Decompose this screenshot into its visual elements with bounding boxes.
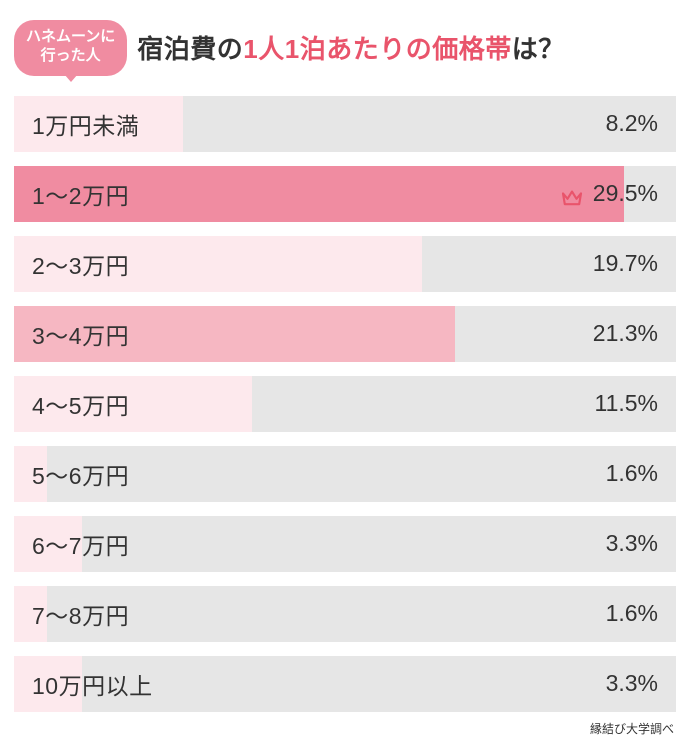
bar-row: 5～6万円 1.6% [14,446,676,502]
row-label: 5～6万円 [14,457,129,491]
chart-header: ハネムーンに 行った人 宿泊費の1人1泊あたりの価格帯は？ [14,20,676,76]
source-credit: 縁結び大学調べ [14,720,676,737]
row-label: 3～4万円 [14,317,129,351]
row-value: 3.3% [606,670,676,697]
row-value: 21.3% [593,320,676,347]
row-value: 3.3% [606,530,676,557]
row-label: 6～7万円 [14,527,129,561]
row-value: 29.5% [561,180,676,207]
row-value: 19.7% [593,250,676,277]
badge-line1: ハネムーンに [26,28,115,45]
chart-title: 宿泊費の1人1泊あたりの価格帯は？ [137,29,564,66]
bar-rows: 1万円未満 8.2% 1～2万円 29.5% 2～3万円 19.7% 3～4万円 21.3% 4… [14,96,676,712]
title-highlight: 1人1泊あたりの価格帯 [243,34,511,64]
row-value-text: 1.6% [606,600,658,627]
audience-badge: ハネムーンに 行った人 [14,20,127,76]
row-value-text: 21.3% [593,320,658,347]
row-value-text: 19.7% [593,250,658,277]
bar-row: 6～7万円 3.3% [14,516,676,572]
row-label: 10万円以上 [14,667,153,701]
row-value: 1.6% [606,460,676,487]
title-prefix: 宿泊費の [137,34,243,64]
row-label: 7～8万円 [14,597,129,631]
crown-icon [561,185,583,203]
bar-row: 7～8万円 1.6% [14,586,676,642]
bar-row: 2～3万円 19.7% [14,236,676,292]
row-value-text: 29.5% [593,180,658,207]
row-value-text: 3.3% [606,670,658,697]
badge-line2: 行った人 [41,47,101,64]
bar-row: 10万円以上 3.3% [14,656,676,712]
row-label: 4～5万円 [14,387,129,421]
row-value: 8.2% [606,110,676,137]
bar-row: 1万円未満 8.2% [14,96,676,152]
row-value: 1.6% [606,600,676,627]
row-value-text: 8.2% [606,110,658,137]
row-label: 1万円未満 [14,107,139,141]
row-label: 1～2万円 [14,177,129,211]
row-value-text: 3.3% [606,530,658,557]
row-value-text: 11.5% [594,390,658,417]
bar-row: 1～2万円 29.5% [14,166,676,222]
bar-row: 3～4万円 21.3% [14,306,676,362]
bar-row: 4～5万円 11.5% [14,376,676,432]
row-label: 2～3万円 [14,247,129,281]
row-value: 11.5% [594,390,676,417]
title-suffix: は？ [512,34,565,64]
row-value-text: 1.6% [606,460,658,487]
